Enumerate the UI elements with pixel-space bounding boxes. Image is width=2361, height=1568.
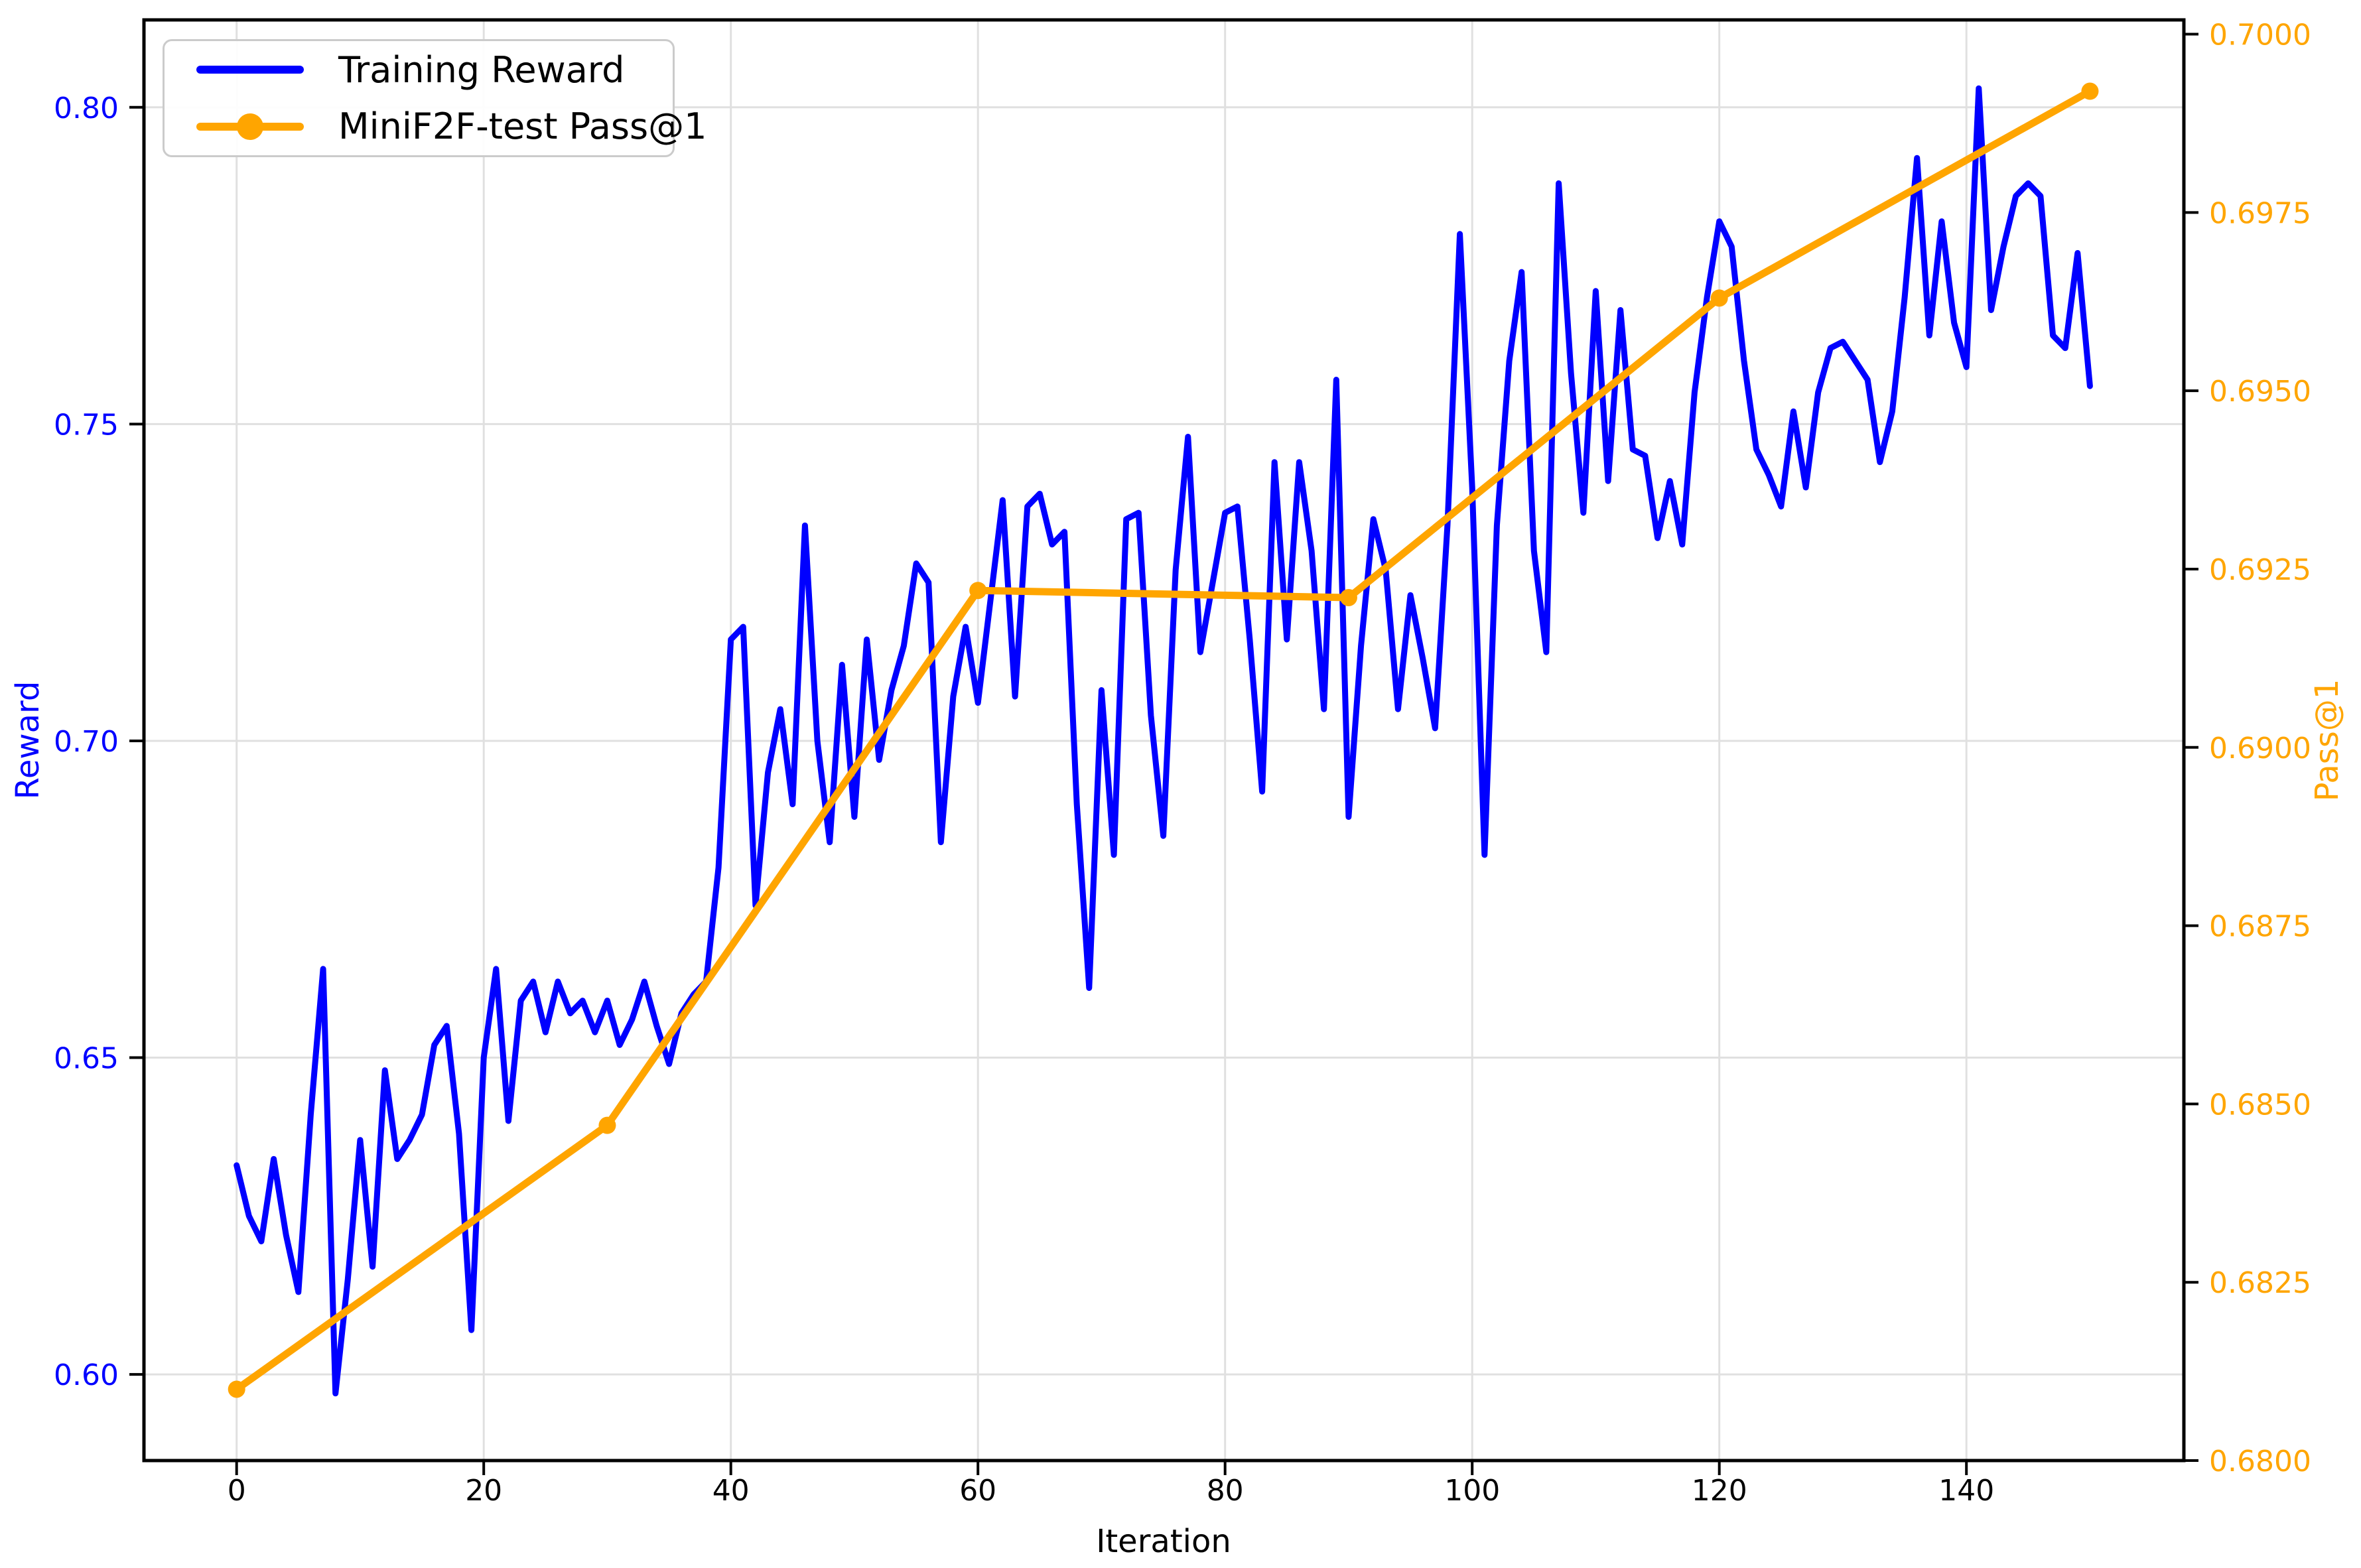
x-tick-label: 120: [1692, 1474, 1747, 1508]
tick-labels: 0 20 40 60 80 100 120 140 0.60 0.65 0.70 0.75 0.80 0.…: [54, 19, 2311, 1508]
x-tick-label: 80: [1207, 1474, 1244, 1508]
y-right-tick-label: 0.6950: [2209, 375, 2311, 409]
x-tick-label: 0: [228, 1474, 246, 1508]
x-tick-label: 40: [712, 1474, 750, 1508]
gridlines: [144, 20, 2184, 1461]
x-axis-label: Iteration: [1096, 1523, 1231, 1560]
legend-item-training-reward: Training Reward: [165, 42, 673, 98]
y-left-tick-label: 0.65: [54, 1042, 119, 1076]
legend: Training Reward MiniF2F-test Pass@1: [163, 39, 707, 157]
y-right-tick-label: 0.6800: [2209, 1445, 2311, 1478]
y-left-tick-label: 0.70: [54, 725, 119, 759]
pass-at-1-line-swatch: [196, 113, 304, 140]
legend-item-pass-at-1: MiniF2F-test Pass@1: [165, 98, 707, 155]
training-reward-line-swatch: [196, 66, 304, 74]
x-tick-label: 140: [1938, 1474, 1994, 1508]
pass-at-1-marker: [2081, 82, 2099, 100]
axis-ticks: [129, 33, 2198, 1475]
y-left-tick-label: 0.60: [54, 1358, 119, 1392]
y-right-tick-label: 0.6825: [2209, 1266, 2311, 1300]
legend-label-training-reward: Training Reward: [338, 48, 625, 91]
y-axis-label-right: Pass@1: [2309, 679, 2346, 802]
pass-at-1-marker: [969, 582, 987, 600]
y-axis-label-left: Reward: [9, 681, 46, 800]
legend-label-pass-at-1: MiniF2F-test Pass@1: [338, 105, 707, 148]
x-tick-label: 100: [1444, 1474, 1500, 1508]
pass-at-1-marker-dot: [237, 113, 263, 140]
training-reward-line: [234, 85, 2093, 1397]
y-right-tick-label: 0.6975: [2209, 196, 2311, 230]
y-left-tick-label: 0.80: [54, 92, 119, 125]
pass-at-1-marker: [1710, 289, 1728, 307]
y-right-tick-label: 0.6875: [2209, 910, 2311, 944]
y-right-tick-label: 0.6900: [2209, 732, 2311, 765]
y-right-tick-label: 0.7000: [2209, 19, 2311, 52]
pass-at-1-marker: [228, 1380, 245, 1398]
x-tick-label: 60: [959, 1474, 996, 1508]
series-lines: [228, 82, 2099, 1398]
y-right-tick-label: 0.6925: [2209, 553, 2311, 587]
y-right-tick-label: 0.6850: [2209, 1088, 2311, 1122]
pass-at-1-marker: [598, 1116, 616, 1134]
pass-at-1-line: [233, 88, 2094, 1393]
y-left-tick-label: 0.75: [54, 408, 119, 442]
pass-at-1-marker: [1339, 588, 1357, 606]
x-tick-label: 20: [465, 1474, 502, 1508]
